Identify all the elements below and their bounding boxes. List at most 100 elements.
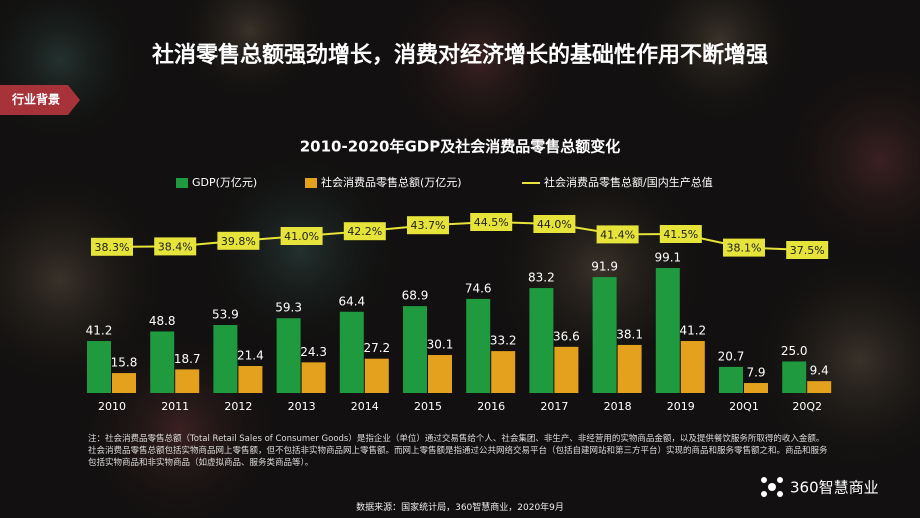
- bar: [238, 366, 263, 393]
- bar: [150, 331, 175, 393]
- data-label: 9.4: [810, 364, 829, 378]
- data-label: 25.0: [781, 344, 808, 358]
- data-label: 33.2: [490, 334, 517, 348]
- data-label: 41.4%: [600, 228, 635, 241]
- data-label-box: [217, 231, 260, 250]
- data-label: 37.5%: [790, 244, 825, 257]
- data-label-box: [343, 222, 386, 241]
- data-label-box: [659, 225, 702, 243]
- note: 注：社会消费品零售总额（Total Retail Sales of Consum…: [88, 434, 828, 468]
- data-label-box: [533, 215, 576, 233]
- bar: [617, 344, 642, 393]
- data-label: 39.8%: [221, 235, 256, 248]
- x-tick-label: 2015: [414, 400, 442, 413]
- bar: [87, 341, 111, 393]
- x-tick-label: 2010: [98, 400, 126, 413]
- bar: [807, 381, 832, 393]
- data-label-box: [91, 237, 133, 256]
- bar: [466, 298, 491, 393]
- bar: [744, 383, 768, 393]
- legend-label: 社会消费品零售总额/国内生产总值: [544, 175, 713, 189]
- data-label: 74.6: [465, 281, 492, 295]
- data-label: 68.9: [402, 289, 429, 303]
- x-tick-label: 2013: [288, 400, 316, 413]
- data-label: 38.4%: [158, 240, 193, 253]
- bar: [339, 311, 364, 393]
- data-label: 83.2: [528, 271, 555, 285]
- data-label: 59.3: [275, 301, 302, 315]
- slide-title: 社消零售总额强劲增长，消费对经济增长的基础性作用不断增强: [152, 42, 768, 68]
- bar: [529, 288, 554, 393]
- data-label: 53.9: [212, 308, 239, 322]
- bar: [175, 369, 200, 393]
- logo: 360智慧商业: [761, 477, 879, 497]
- bar: [680, 341, 705, 393]
- data-label: 36.6: [553, 329, 580, 343]
- x-tick-label: 2018: [604, 400, 632, 413]
- bar: [364, 358, 389, 393]
- data-label: 18.7: [174, 352, 201, 366]
- data-label: 64.4: [338, 294, 365, 308]
- x-tick-label: 20Q2: [792, 400, 822, 413]
- data-label: 15.8: [111, 356, 138, 370]
- data-label: 38.1: [616, 327, 643, 341]
- bar: [428, 355, 452, 393]
- legend-swatch: [176, 178, 188, 188]
- logo-text: 360智慧商业: [790, 479, 879, 497]
- source: 数据来源：国家统计局，360智慧商业，2020年9月: [356, 503, 564, 513]
- data-label: 43.7%: [411, 219, 446, 232]
- data-label-box: [407, 216, 449, 235]
- data-label-box: [280, 227, 323, 245]
- data-label: 99.1: [654, 251, 681, 265]
- data-label: 38.1%: [727, 242, 762, 255]
- x-tick-label: 2012: [224, 400, 252, 413]
- bar: [213, 325, 238, 393]
- bar: [719, 366, 743, 393]
- data-label-box: [470, 213, 513, 231]
- x-tick-label: 2016: [477, 400, 505, 413]
- x-tick-label: 2014: [351, 400, 379, 413]
- data-label: 38.3%: [95, 241, 130, 254]
- data-label: 24.3: [300, 345, 327, 359]
- data-label: 48.8: [149, 314, 176, 328]
- data-label: 44.5%: [474, 216, 509, 229]
- data-label: 20.7: [718, 349, 745, 363]
- data-label: 41.2: [86, 324, 113, 338]
- x-tick-label: 2017: [540, 400, 568, 413]
- tag: 行业背景: [11, 92, 60, 107]
- data-label-box: [723, 238, 765, 257]
- legend-swatch: [305, 178, 317, 188]
- bar: [112, 373, 136, 393]
- legend-label: 社会消费品零售总额(万亿元): [321, 175, 462, 189]
- data-label: 44.0%: [537, 218, 572, 231]
- x-tick-label: 2019: [667, 400, 695, 413]
- bar: [403, 306, 427, 393]
- data-label: 41.0%: [284, 230, 319, 243]
- bar: [491, 351, 516, 393]
- data-label: 21.4: [237, 349, 264, 363]
- bar: [554, 346, 579, 393]
- data-label: 42.2%: [347, 225, 382, 238]
- data-label: 27.2: [363, 341, 390, 355]
- data-label-box: [786, 241, 829, 259]
- data-label: 41.2: [679, 324, 706, 338]
- x-tick-label: 20Q1: [729, 400, 759, 413]
- legend-label: GDP(万亿元): [192, 176, 257, 189]
- bar: [276, 318, 301, 393]
- tag-bg: [0, 85, 80, 115]
- data-label-box: [596, 225, 639, 244]
- bar: [782, 361, 807, 393]
- data-label: 30.1: [427, 338, 454, 352]
- bar: [592, 277, 617, 393]
- bar: [301, 362, 326, 393]
- chart-title: 2010-2020年GDP及社会消费品零售总额变化: [300, 138, 620, 156]
- data-label: 91.9: [591, 260, 618, 274]
- bar: [655, 268, 680, 393]
- data-label: 41.5%: [663, 228, 698, 241]
- data-label-box: [154, 237, 197, 256]
- x-tick-label: 2011: [161, 400, 189, 413]
- data-label: 7.9: [746, 366, 765, 380]
